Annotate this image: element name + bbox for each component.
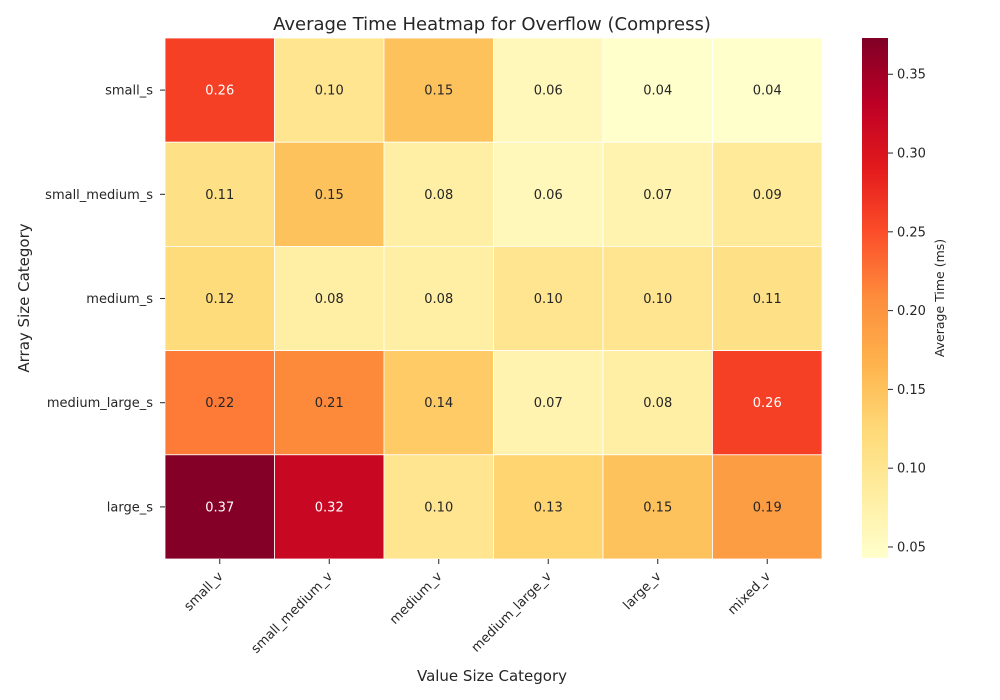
cell-value-label: 0.10 <box>424 500 453 515</box>
heatmap-cell <box>602 454 713 560</box>
heatmap-cell <box>493 350 604 456</box>
cell-value-label: 0.19 <box>753 500 782 515</box>
heatmap-cell <box>274 350 385 456</box>
heatmap-cell <box>493 454 604 560</box>
heatmap-cell <box>164 454 275 560</box>
heatmap-cell <box>383 454 494 560</box>
cell-value-label: 0.06 <box>534 188 563 203</box>
cell-value-label: 0.08 <box>315 292 344 307</box>
cell-value-label: 0.07 <box>534 396 563 411</box>
heatmap-cell <box>493 245 604 351</box>
heatmap-cell <box>602 245 713 351</box>
cell-value-label: 0.32 <box>315 500 344 515</box>
cell-value-label: 0.08 <box>424 188 453 203</box>
x-tick-label: small_medium_v <box>249 569 337 657</box>
cell-value-label: 0.12 <box>205 292 234 307</box>
cell-value-label: 0.37 <box>205 500 234 515</box>
colorbar-tick-label: 0.05 <box>897 540 926 555</box>
heatmap-cell <box>383 245 494 351</box>
colorbar-tick-label: 0.25 <box>897 225 926 240</box>
cell-value-label: 0.09 <box>753 188 782 203</box>
heatmap-cell <box>383 37 494 143</box>
heatmap-cell <box>383 350 494 456</box>
heatmap-cell <box>712 141 823 247</box>
x-tick-label: large_v <box>621 569 665 613</box>
heatmap-cell <box>712 350 823 456</box>
colorbar-label: Average Time (ms) <box>932 239 947 357</box>
heatmap-cell <box>164 350 275 456</box>
cell-value-label: 0.11 <box>753 292 782 307</box>
x-tick-label: small_v <box>181 569 226 614</box>
y-axis-label: Array Size Category <box>15 223 33 372</box>
colorbar-tick-label: 0.30 <box>897 147 926 162</box>
x-tick-label: mixed_v <box>725 569 774 618</box>
cell-value-label: 0.08 <box>643 396 672 411</box>
cell-value-label: 0.11 <box>205 188 234 203</box>
heatmap-cell <box>712 245 823 351</box>
colorbar-tick-label: 0.10 <box>897 462 926 477</box>
cell-value-label: 0.15 <box>643 500 672 515</box>
heatmap-cell <box>602 37 713 143</box>
colorbar-axis: 0.05 0.10 0.15 0.20 0.25 0.30 0.35 <box>888 68 926 555</box>
heatmap-cell <box>493 141 604 247</box>
heatmap-cell <box>712 454 823 560</box>
heatmap-cell <box>274 141 385 247</box>
x-tick-label: medium_v <box>387 569 446 628</box>
heatmap-cell <box>602 350 713 456</box>
cell-value-label: 0.26 <box>205 84 234 99</box>
y-tick-label: small_s <box>105 84 153 99</box>
heatmap-cell <box>274 37 385 143</box>
cell-value-label: 0.21 <box>315 396 344 411</box>
y-tick-label: medium_s <box>86 292 153 307</box>
colorbar-tick-label: 0.35 <box>897 68 926 83</box>
cell-value-label: 0.22 <box>205 396 234 411</box>
cell-value-label: 0.08 <box>424 292 453 307</box>
y-axis: small_s small_medium_s medium_s medium_larg… <box>45 84 165 515</box>
y-tick-label: medium_large_s <box>47 396 153 411</box>
y-tick-label: large_s <box>107 500 153 515</box>
x-tick-label: medium_large_v <box>469 569 556 656</box>
heatmap-cell <box>712 37 823 143</box>
cell-value-label: 0.10 <box>643 292 672 307</box>
heatmap-cell <box>164 37 275 143</box>
heatmap-cell <box>274 245 385 351</box>
cell-value-label: 0.10 <box>315 84 344 99</box>
colorbar-tick-label: 0.20 <box>897 304 926 319</box>
colorbar <box>862 38 888 558</box>
y-tick-label: small_medium_s <box>45 188 153 203</box>
cell-value-label: 0.13 <box>534 500 563 515</box>
cell-value-label: 0.07 <box>643 188 672 203</box>
cell-value-label: 0.04 <box>643 84 672 99</box>
cell-value-label: 0.04 <box>753 84 782 99</box>
cell-value-label: 0.14 <box>424 396 453 411</box>
heatmap-cells: 0.26 0.10 0.15 0.06 0.04 0.04 0.11 0.15 0.08 0.06… <box>164 37 823 560</box>
cell-value-label: 0.15 <box>424 84 453 99</box>
cell-value-label: 0.26 <box>753 396 782 411</box>
heatmap-cell <box>164 245 275 351</box>
colorbar-tick-label: 0.15 <box>897 383 926 398</box>
chart-title: Average Time Heatmap for Overflow (Compr… <box>273 14 711 35</box>
x-axis-label: Value Size Category <box>417 667 567 685</box>
x-axis: small_v small_medium_v medium_v medium_larg… <box>181 559 774 657</box>
cell-value-label: 0.10 <box>534 292 563 307</box>
cell-value-label: 0.15 <box>315 188 344 203</box>
cell-value-label: 0.06 <box>534 84 563 99</box>
heatmap-cell <box>493 37 604 143</box>
